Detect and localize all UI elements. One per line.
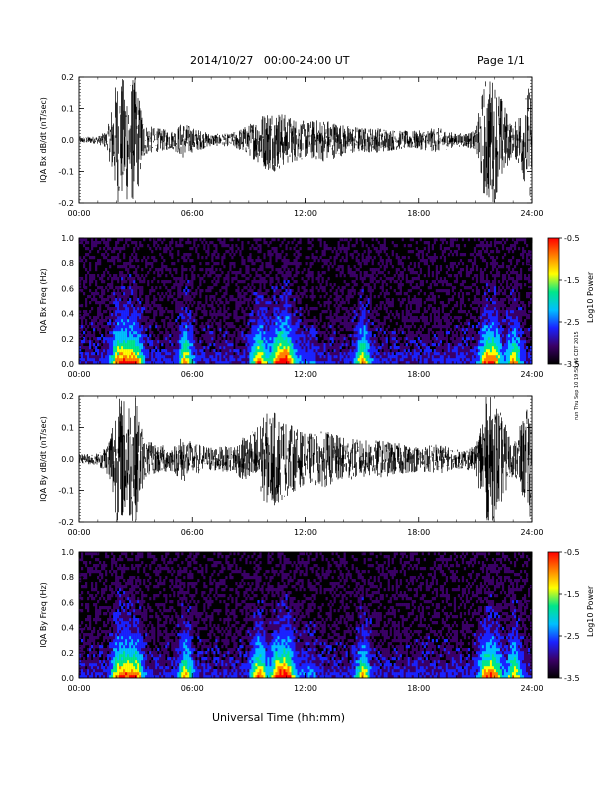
x-tick-label: 00:00 bbox=[67, 528, 90, 537]
y-tick-label: 0.2 bbox=[61, 649, 74, 658]
colorbar-tick-label: -2.5 bbox=[564, 632, 580, 641]
y-tick-label: 0.4 bbox=[61, 310, 74, 319]
colorbar-tick-label: -1.5 bbox=[564, 590, 580, 599]
x-tick-label: 06:00 bbox=[181, 370, 204, 379]
y-tick-label: 0.0 bbox=[61, 360, 74, 369]
y-tick-label: 0.1 bbox=[61, 105, 74, 114]
x-tick-label: 24:00 bbox=[520, 370, 543, 379]
colorbar-tick-label: -3.5 bbox=[564, 360, 580, 369]
y-tick-label: 1.0 bbox=[61, 548, 74, 557]
waveform-trace bbox=[78, 78, 533, 203]
x-tick-label: 06:00 bbox=[181, 528, 204, 537]
x-tick-label: 00:00 bbox=[67, 684, 90, 693]
colorbar-tick-label: -1.5 bbox=[564, 276, 580, 285]
x-tick-label: 24:00 bbox=[520, 209, 543, 218]
y-axis-label: IQA By Freq (Hz) bbox=[39, 582, 48, 648]
y-axis-label: IQA By dB/dt (nT/sec) bbox=[39, 416, 48, 502]
x-axis-label: Universal Time (hh:mm) bbox=[212, 711, 345, 724]
panel-3 bbox=[78, 395, 533, 523]
y-tick-label: 0.0 bbox=[61, 674, 74, 683]
y-tick-label: 0.2 bbox=[61, 335, 74, 344]
y-tick-label: 0.2 bbox=[61, 392, 74, 401]
colorbar-label: Log10 Power bbox=[586, 585, 595, 637]
colorbar-tick-label: -3.5 bbox=[564, 674, 580, 683]
x-tick-label: 24:00 bbox=[520, 528, 543, 537]
y-tick-label: 0.8 bbox=[61, 259, 74, 268]
x-tick-label: 18:00 bbox=[407, 528, 430, 537]
y-tick-label: 0.2 bbox=[61, 73, 74, 82]
y-tick-label: -0.2 bbox=[58, 199, 74, 208]
y-tick-label: -0.1 bbox=[58, 168, 74, 177]
y-axis-label: IQA Bx Freq (Hz) bbox=[39, 268, 48, 334]
x-tick-label: 00:00 bbox=[67, 209, 90, 218]
y-tick-label: 0.4 bbox=[61, 624, 74, 633]
y-tick-label: -0.2 bbox=[58, 518, 74, 527]
colorbar-label: Log10 Power bbox=[586, 271, 595, 323]
x-tick-label: 24:00 bbox=[520, 684, 543, 693]
x-tick-label: 06:00 bbox=[181, 209, 204, 218]
panel-4 bbox=[78, 551, 562, 679]
colorbar bbox=[547, 551, 560, 679]
y-tick-label: -0.1 bbox=[58, 487, 74, 496]
x-tick-label: 00:00 bbox=[67, 370, 90, 379]
x-tick-label: 18:00 bbox=[407, 684, 430, 693]
waveform-trace bbox=[78, 397, 533, 522]
x-tick-label: 12:00 bbox=[294, 370, 317, 379]
y-tick-label: 0.6 bbox=[61, 284, 74, 293]
colorbar-tick-label: -0.5 bbox=[564, 234, 580, 243]
y-tick-label: 0.8 bbox=[61, 573, 74, 582]
colorbar-tick-label: -0.5 bbox=[564, 548, 580, 557]
panel-1 bbox=[78, 76, 533, 204]
colorbar-tick-label: -2.5 bbox=[564, 318, 580, 327]
x-tick-label: 12:00 bbox=[294, 528, 317, 537]
colorbar bbox=[547, 237, 560, 365]
x-tick-label: 06:00 bbox=[181, 684, 204, 693]
x-tick-label: 12:00 bbox=[294, 209, 317, 218]
y-tick-label: 0.0 bbox=[61, 136, 74, 145]
y-tick-label: 0.6 bbox=[61, 598, 74, 607]
y-axis-label: IQA Bx dB/dt (nT/sec) bbox=[39, 97, 48, 183]
page-title: 2014/10/27 00:00-24:00 UT bbox=[190, 54, 350, 67]
panel-2 bbox=[78, 237, 562, 365]
x-tick-label: 18:00 bbox=[407, 370, 430, 379]
page-number: Page 1/1 bbox=[477, 54, 525, 67]
x-tick-label: 18:00 bbox=[407, 209, 430, 218]
y-tick-label: 0.0 bbox=[61, 455, 74, 464]
y-tick-label: 1.0 bbox=[61, 234, 74, 243]
y-tick-label: 0.1 bbox=[61, 424, 74, 433]
x-tick-label: 12:00 bbox=[294, 684, 317, 693]
